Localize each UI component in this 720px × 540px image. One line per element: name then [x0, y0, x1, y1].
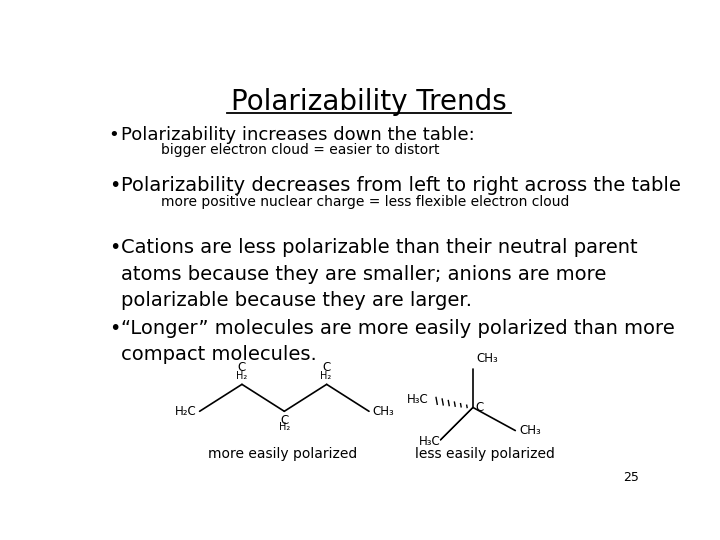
Text: Polarizability decreases from left to right across the table: Polarizability decreases from left to ri…: [121, 177, 681, 195]
Text: H₂: H₂: [320, 372, 331, 381]
Text: CH₃: CH₃: [372, 405, 394, 418]
Text: bigger electron cloud = easier to distort: bigger electron cloud = easier to distor…: [161, 143, 440, 157]
Text: H₂C: H₂C: [175, 405, 197, 418]
Text: •: •: [109, 238, 120, 257]
Text: Polarizability Trends: Polarizability Trends: [231, 88, 507, 116]
Text: •: •: [109, 319, 120, 338]
Text: Polarizability increases down the table:: Polarizability increases down the table:: [121, 126, 474, 144]
Text: C: C: [238, 361, 246, 374]
Text: C: C: [475, 401, 484, 414]
Text: more positive nuclear charge = less flexible electron cloud: more positive nuclear charge = less flex…: [161, 195, 570, 209]
Text: more easily polarized: more easily polarized: [208, 448, 357, 462]
Text: 25: 25: [623, 471, 639, 484]
Text: H₂: H₂: [235, 372, 247, 381]
Text: H₃C: H₃C: [419, 435, 441, 448]
Text: H₂: H₂: [279, 422, 290, 432]
Text: C: C: [280, 414, 289, 427]
Text: •: •: [109, 126, 120, 144]
Text: Cations are less polarizable than their neutral parent
atoms because they are sm: Cations are less polarizable than their …: [121, 238, 638, 310]
Polygon shape: [440, 408, 473, 440]
Text: C: C: [323, 361, 330, 374]
Text: •: •: [109, 177, 120, 195]
Text: CH₃: CH₃: [519, 424, 541, 437]
Text: “Longer” molecules are more easily polarized than more
compact molecules.: “Longer” molecules are more easily polar…: [121, 319, 675, 364]
Text: less easily polarized: less easily polarized: [415, 448, 554, 462]
Text: H₃C: H₃C: [407, 393, 428, 406]
Text: CH₃: CH₃: [476, 352, 498, 365]
